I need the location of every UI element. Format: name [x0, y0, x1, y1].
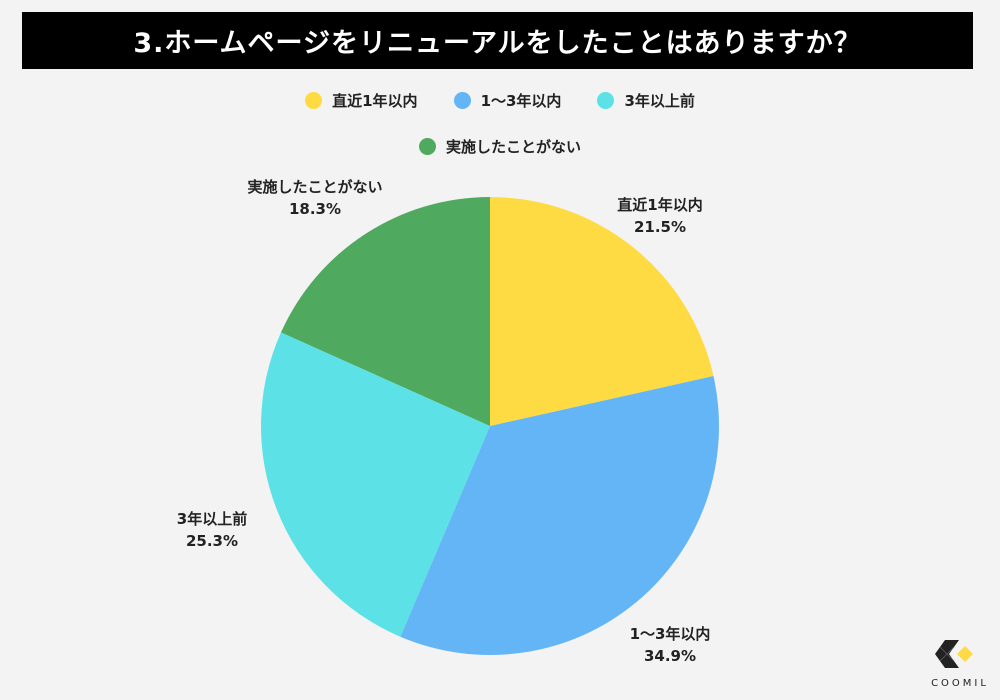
legend-item-recent: 直近1年以内 — [305, 90, 418, 111]
slice-value: 21.5% — [633, 218, 687, 236]
slice-label-recent: 直近1年以内 21.5% — [617, 194, 702, 238]
legend-item-3plus-years: 3年以上前 — [597, 90, 695, 111]
pie-slice-1 — [400, 376, 719, 655]
pie-slice-3 — [280, 197, 490, 426]
legend-row-2: 実施したことがない — [0, 136, 1000, 157]
pie-slice-0 — [490, 197, 714, 426]
slice-value: 34.9% — [643, 647, 697, 665]
legend-item-never: 実施したことがない — [418, 136, 581, 157]
slice-value: 25.3% — [185, 532, 239, 550]
coomil-logo: COOMIL — [925, 636, 995, 700]
legend-swatch — [453, 92, 471, 109]
legend-label: 1〜3年以内 — [480, 92, 562, 110]
legend-swatch — [597, 92, 615, 109]
legend-label: 3年以上前 — [624, 92, 695, 110]
legend-swatch — [305, 92, 323, 109]
slice-label-never: 実施したことがない 18.3% — [247, 176, 382, 220]
slice-value: 18.3% — [288, 200, 342, 218]
logo-mark-icon — [935, 640, 973, 668]
slice-category: 直近1年以内 — [617, 196, 703, 214]
slice-label-1-3-years: 1〜3年以内 34.9% — [630, 623, 711, 667]
slice-label-3plus-years: 3年以上前 25.3% — [177, 508, 247, 552]
legend-label: 直近1年以内 — [332, 92, 418, 110]
legend-row-1: 直近1年以内 1〜3年以内 3年以上前 — [0, 90, 1000, 111]
pie-slice-2 — [261, 332, 490, 637]
logo-text: COOMIL — [931, 678, 989, 689]
slice-category: 実施したことがない — [247, 178, 383, 196]
legend-item-1-3-years: 1〜3年以内 — [453, 90, 562, 111]
legend-label: 実施したことがない — [445, 138, 581, 156]
slice-category: 1〜3年以内 — [629, 625, 711, 643]
chart-title: 3.ホームページをリニューアルをしたことはありますか？ — [22, 12, 973, 69]
slice-category: 3年以上前 — [176, 510, 248, 528]
legend-swatch — [418, 138, 436, 155]
